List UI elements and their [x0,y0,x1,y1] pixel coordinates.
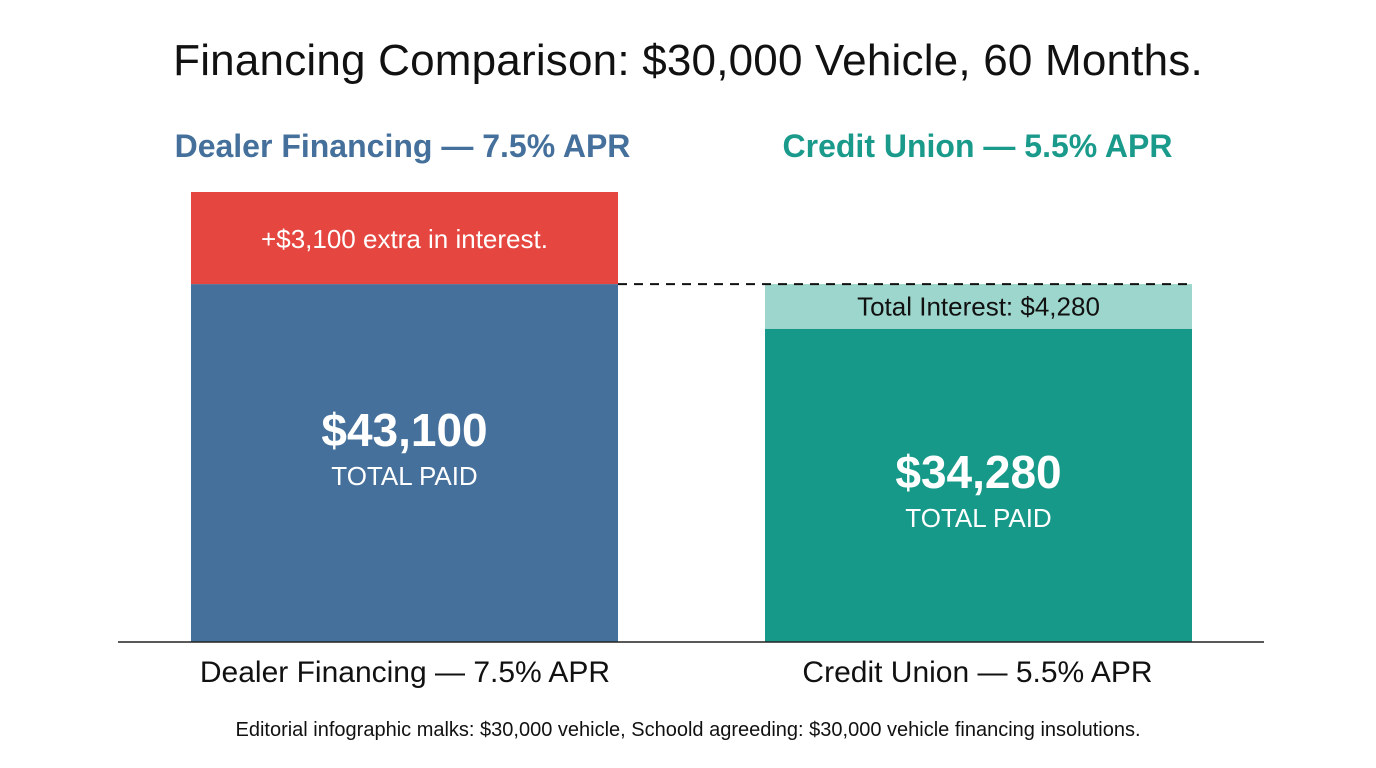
dealer-total-bar [191,284,618,642]
credit-union-total-caption: TOTAL PAID [905,503,1051,533]
x-axis-label-dealer: Dealer Financing — 7.5% APR [199,656,611,689]
credit-union-interest-label: Total Interest: $4,280 [857,291,1100,321]
credit-union-total-value: $34,280 [895,446,1061,498]
dealer-financing-header: Dealer Financing — 7.5% APR [174,128,631,164]
credit-union-principal-bar [765,328,1192,642]
dealer-total-caption: TOTAL PAID [331,461,477,491]
dealer-extra-interest-bar [191,192,618,285]
x-axis-label-credit-union: Credit Union — 5.5% APR [802,656,1153,689]
dealer-total-value: $43,100 [321,404,487,456]
credit-union-header: Credit Union — 5.5% APR [782,128,1173,164]
chart-title: Financing Comparison: $30,000 Vehicle, 6… [173,36,1203,85]
dealer-extra-interest-label: +$3,100 extra in interest. [261,224,548,254]
credit-union-interest-bar [765,284,1192,329]
footnote: Editorial infographic malks: $30,000 veh… [235,719,1141,741]
